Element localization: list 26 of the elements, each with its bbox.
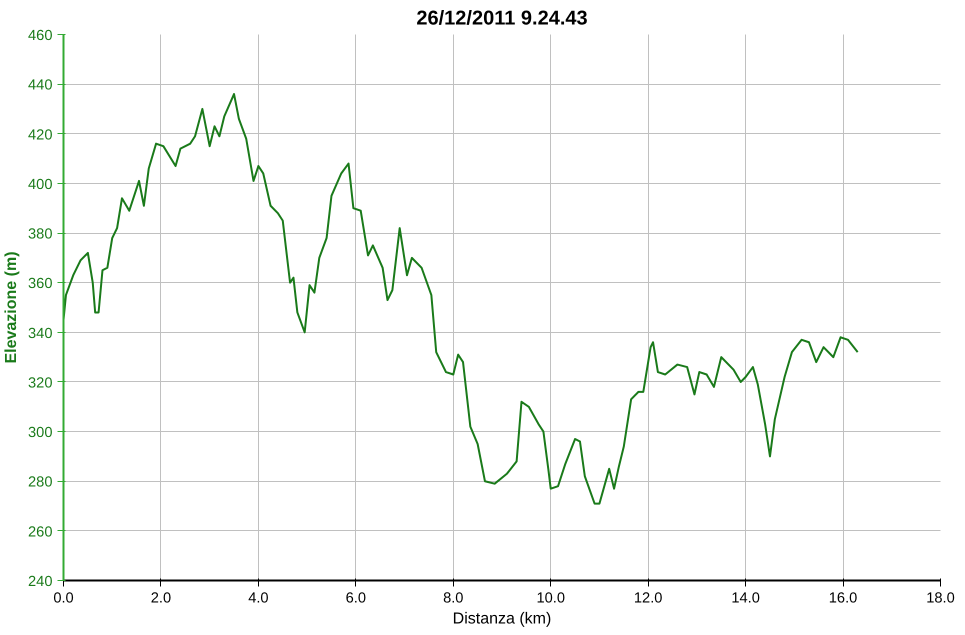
line-series [64, 93, 859, 505]
y-tick-label: 240 [28, 574, 53, 590]
y-tick-label: 340 [28, 326, 53, 342]
y-tick-label: 280 [28, 474, 53, 491]
x-tick-label: 18.0 [926, 590, 955, 606]
y-axis-title: Elevazione (m) [3, 251, 20, 364]
y-tick-label: 320 [28, 375, 53, 392]
y-tick-label: 460 [28, 28, 53, 44]
x-tick-label: 16.0 [828, 590, 858, 606]
x-tick-label: 14.0 [731, 590, 760, 606]
y-tick-label: 360 [28, 276, 53, 292]
y-tick-label: 260 [28, 524, 53, 540]
x-tick-label: 0.0 [53, 590, 74, 606]
x-tick-label: 4.0 [248, 590, 269, 606]
x-tick-label: 6.0 [346, 590, 366, 606]
y-tick-label: 300 [28, 425, 53, 442]
x-axis-title: Distanza (km) [452, 610, 552, 628]
x-tick-label: 8.0 [443, 590, 464, 606]
x-tick-label: 2.0 [150, 590, 172, 606]
y-tick-label: 440 [28, 78, 53, 94]
x-tick-label: 12.0 [634, 590, 662, 606]
y-tick-label: 380 [28, 226, 53, 243]
chart-title: 26/12/2011 9.24.43 [416, 8, 588, 30]
y-tick-label: 420 [28, 127, 53, 144]
x-tick-label: 10.0 [536, 590, 565, 606]
y-tick-label: 400 [28, 176, 53, 193]
